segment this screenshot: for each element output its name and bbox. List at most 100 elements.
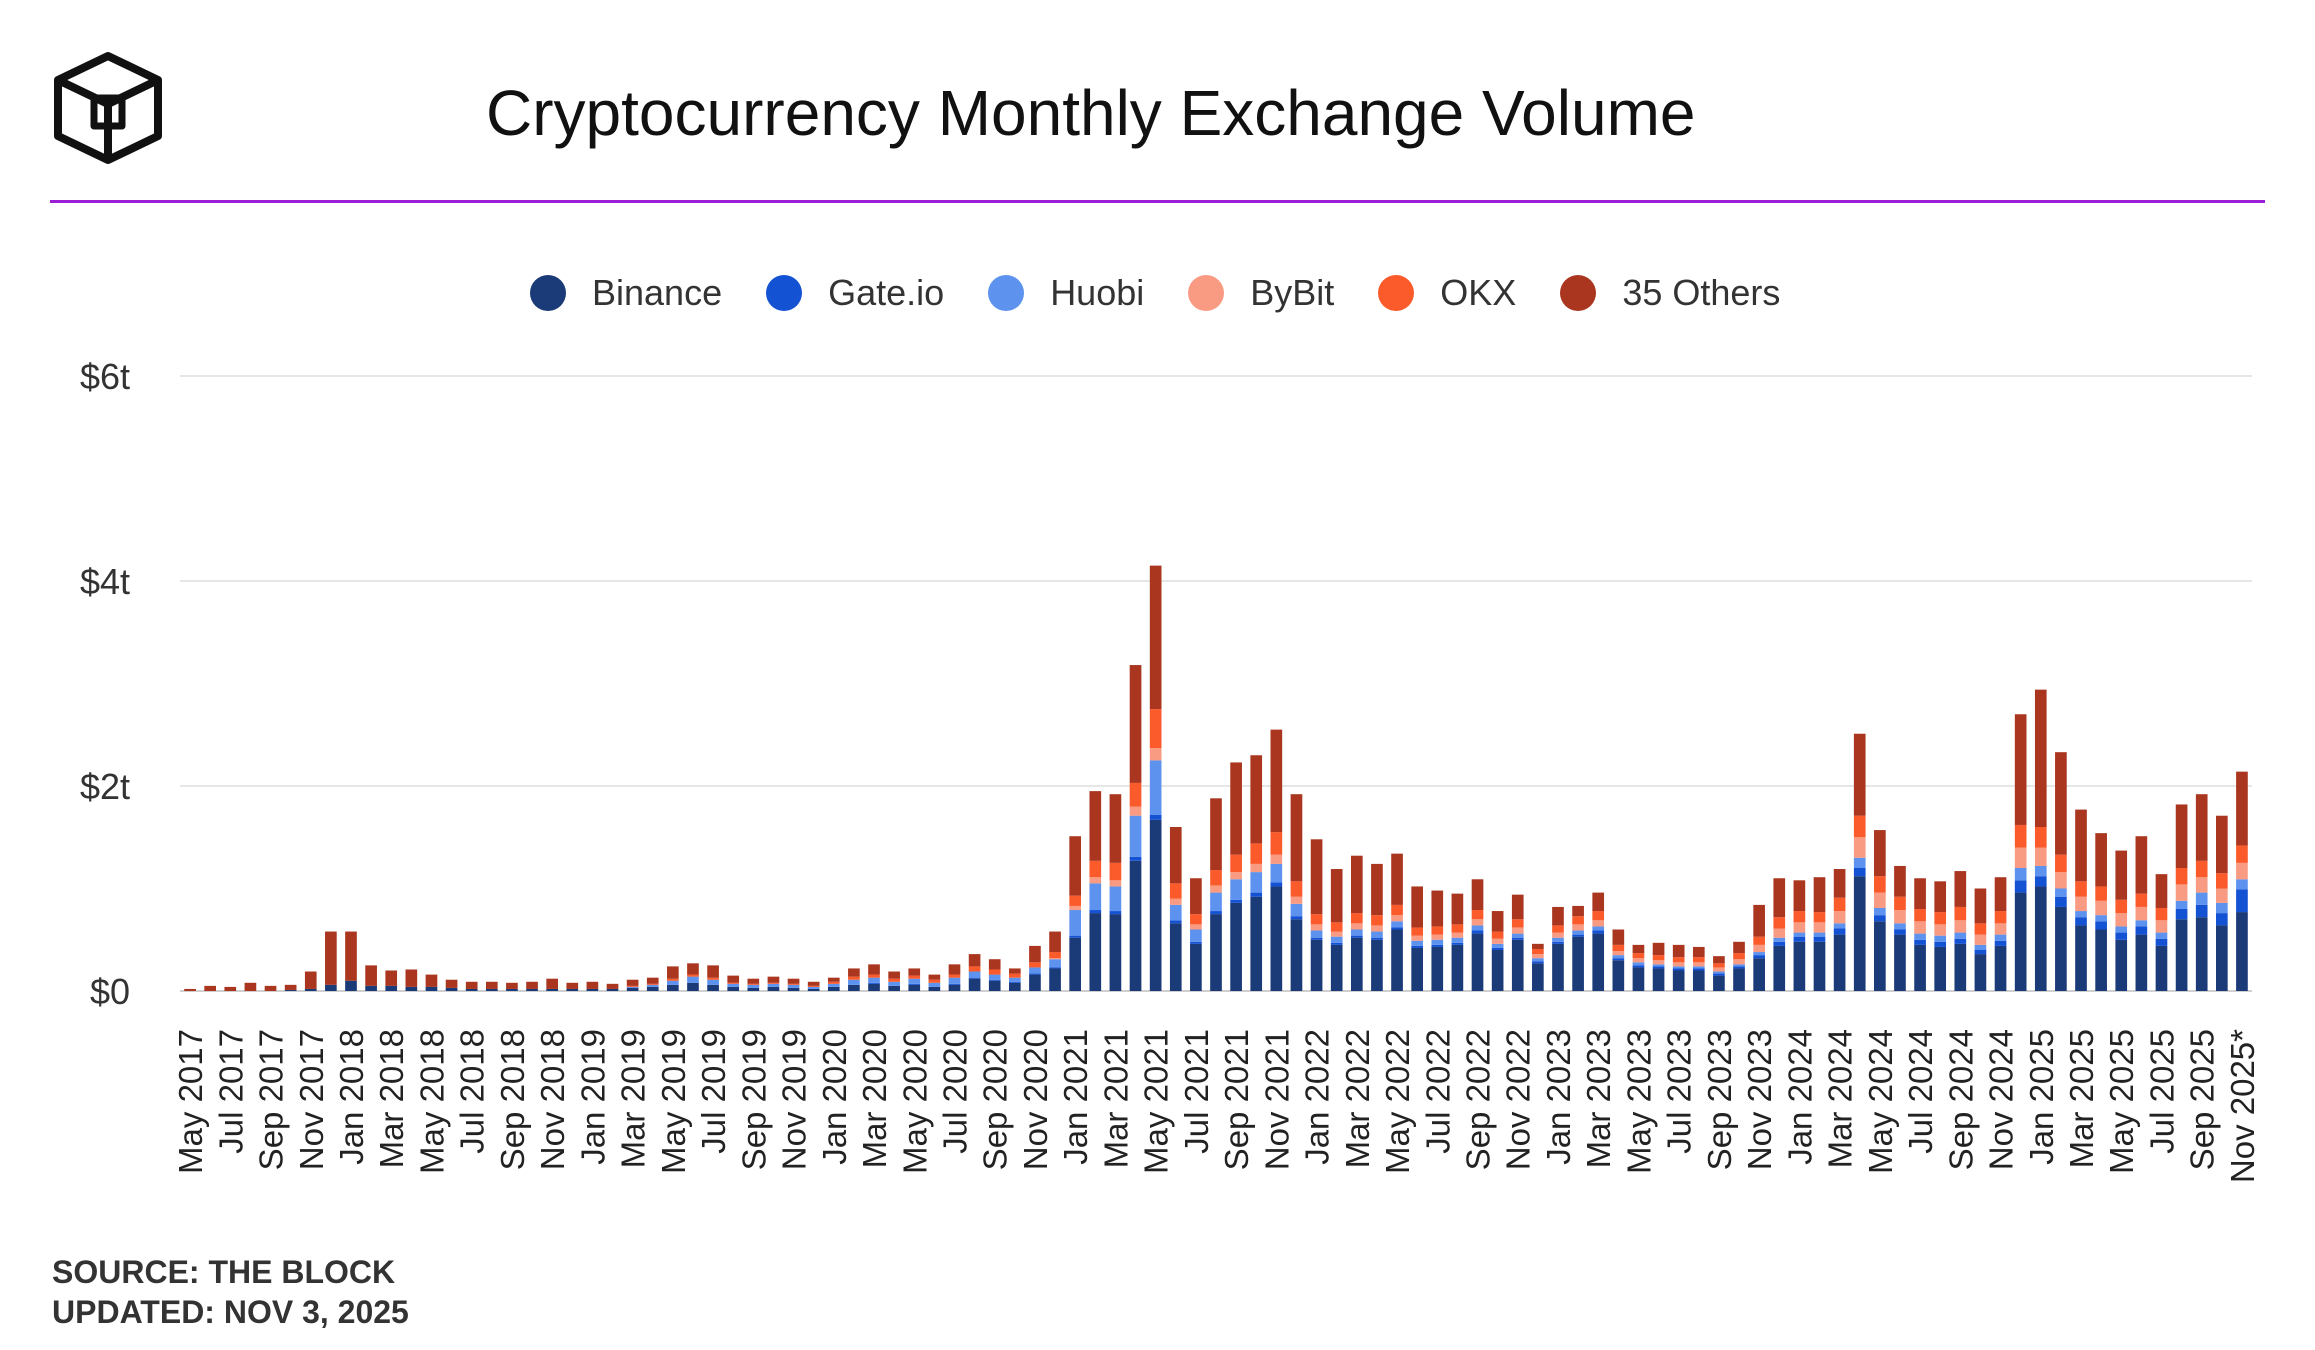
bar-segment xyxy=(868,974,880,978)
bar-segment xyxy=(1632,965,1645,968)
bar-segment xyxy=(2034,689,2047,827)
legend-item[interactable]: 35 Others xyxy=(1560,272,1780,314)
bar-segment xyxy=(1793,911,1806,923)
bar-segment xyxy=(1692,968,1705,971)
x-tick-label: Sep 2021 xyxy=(1218,1029,1255,1170)
x-tick-label: Sep 2024 xyxy=(1942,1029,1979,1170)
bar-segment xyxy=(2236,879,2248,890)
bar-segment xyxy=(1773,937,1786,942)
bar-segment xyxy=(2135,920,2148,927)
bar-segment xyxy=(1853,837,1866,858)
bar-segment xyxy=(948,964,961,975)
bar-segment xyxy=(2075,925,2087,991)
bar-segment xyxy=(1652,966,1665,969)
bar-segment xyxy=(1169,904,1182,921)
bar-segment xyxy=(1753,904,1765,937)
bar-segment xyxy=(425,974,438,987)
bar-segment xyxy=(445,979,458,988)
legend-item[interactable]: Binance xyxy=(530,272,722,314)
bar-segment xyxy=(827,986,840,991)
bar-segment xyxy=(1813,922,1826,933)
bar-segment xyxy=(948,977,961,984)
bar-segment xyxy=(1572,905,1584,917)
bar-segment xyxy=(1833,934,1846,991)
x-tick-label: Jan 2019 xyxy=(574,1029,611,1165)
bar-segment xyxy=(1149,709,1162,749)
bar-segment xyxy=(2055,854,2067,873)
bar-segment xyxy=(2155,920,2168,933)
bar-segment xyxy=(345,980,357,991)
bar-segment xyxy=(2055,888,2067,897)
bar-segment xyxy=(1713,975,1725,991)
bar-segment xyxy=(988,979,1001,981)
bar-segment xyxy=(1109,886,1122,912)
bar-segment xyxy=(1149,819,1162,991)
bar-segment xyxy=(1129,782,1142,807)
bar-segment xyxy=(968,966,981,972)
bar-segment xyxy=(2195,904,2208,918)
bar-segment xyxy=(687,963,699,975)
bar-segment xyxy=(2195,794,2208,861)
legend-item[interactable]: OKX xyxy=(1378,272,1516,314)
bar-segment xyxy=(1853,876,1866,991)
bar-segment xyxy=(1914,878,1926,909)
bar-segment xyxy=(2155,938,2168,946)
legend-swatch xyxy=(1560,275,1597,311)
bar-segment xyxy=(747,987,760,991)
bar-segment xyxy=(485,988,498,991)
legend-item[interactable]: ByBit xyxy=(1188,272,1334,314)
bar-segment xyxy=(968,971,981,978)
bar-segment xyxy=(747,978,760,984)
bar-segment xyxy=(2236,912,2248,991)
bar-segment xyxy=(1994,945,2007,991)
bar-segment xyxy=(365,985,377,991)
bar-segment xyxy=(1270,729,1283,833)
bar-segment xyxy=(1652,942,1665,956)
bar-segment xyxy=(1250,843,1263,864)
bar-segment xyxy=(1853,857,1866,868)
bar-segment xyxy=(2195,917,2208,991)
bar-segment xyxy=(1753,955,1765,959)
bar-segment xyxy=(1894,929,1906,935)
x-tick-label: Jul 2022 xyxy=(1419,1029,1456,1154)
legend-item[interactable]: Huobi xyxy=(988,272,1144,314)
x-tick-label: Jul 2025 xyxy=(2143,1029,2180,1154)
bar-segment xyxy=(1914,933,1926,940)
bar-segment xyxy=(646,986,659,991)
y-tick-label: $2t xyxy=(80,766,130,807)
bar-segment xyxy=(1592,930,1605,934)
bar-segment xyxy=(1049,959,1061,968)
x-tick-label: Sep 2023 xyxy=(1701,1029,1738,1170)
bar-segment xyxy=(807,981,820,986)
bar-segment xyxy=(1190,943,1202,991)
bar-segment xyxy=(1330,922,1343,932)
bar-segment xyxy=(1934,924,1947,936)
bar-segment xyxy=(787,978,800,984)
bar-segment xyxy=(988,980,1001,991)
bar-segment xyxy=(2055,872,2067,889)
bar-segment xyxy=(405,969,418,987)
bar-segment xyxy=(566,982,579,989)
bar-segment xyxy=(1310,930,1323,938)
legend-swatch xyxy=(1378,275,1415,311)
bar-segment xyxy=(888,985,900,991)
bar-segment xyxy=(1371,931,1383,938)
x-tick-label: May 2024 xyxy=(1862,1029,1899,1174)
bar-segment xyxy=(1874,921,1886,991)
chart-footer: SOURCE: THE BLOCK UPDATED: NOV 3, 2025 xyxy=(52,1252,409,1332)
bar-segment xyxy=(1109,914,1122,991)
bar-segment xyxy=(848,979,860,985)
bar-segment xyxy=(807,988,820,991)
bar-segment xyxy=(325,984,337,991)
bar-segment xyxy=(1089,860,1102,878)
bar-segment xyxy=(1169,920,1182,924)
bar-segment xyxy=(1954,871,1967,907)
bar-segment xyxy=(1089,877,1102,884)
bar-segment xyxy=(1290,881,1303,897)
bar-segment xyxy=(1773,945,1786,991)
x-tick-label: May 2018 xyxy=(413,1029,450,1174)
bar-segment xyxy=(1833,911,1846,924)
legend-item[interactable]: Gate.io xyxy=(766,272,944,314)
bar-segment xyxy=(2075,917,2087,926)
bar-segment xyxy=(1733,968,1745,991)
